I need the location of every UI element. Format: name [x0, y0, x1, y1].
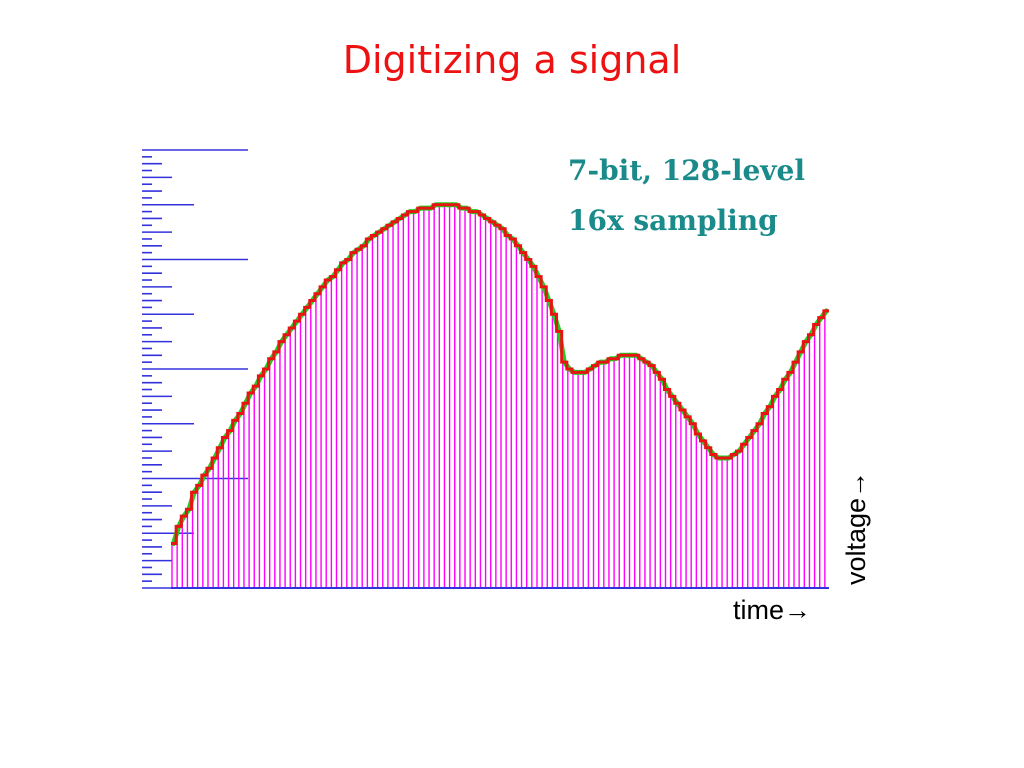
annotation-line-1: 7-bit, 128-level	[568, 154, 805, 187]
y-axis-scale	[142, 149, 248, 589]
sample-bars	[171, 204, 826, 588]
quantized-staircase	[171, 203, 829, 546]
slide-title: Digitizing a signal	[342, 38, 682, 82]
x-axis-label: time→	[733, 595, 811, 625]
annotation-line-2: 16x sampling	[568, 204, 778, 237]
analog-signal-curve	[171, 202, 829, 547]
y-axis-label: voltage→	[841, 471, 871, 585]
